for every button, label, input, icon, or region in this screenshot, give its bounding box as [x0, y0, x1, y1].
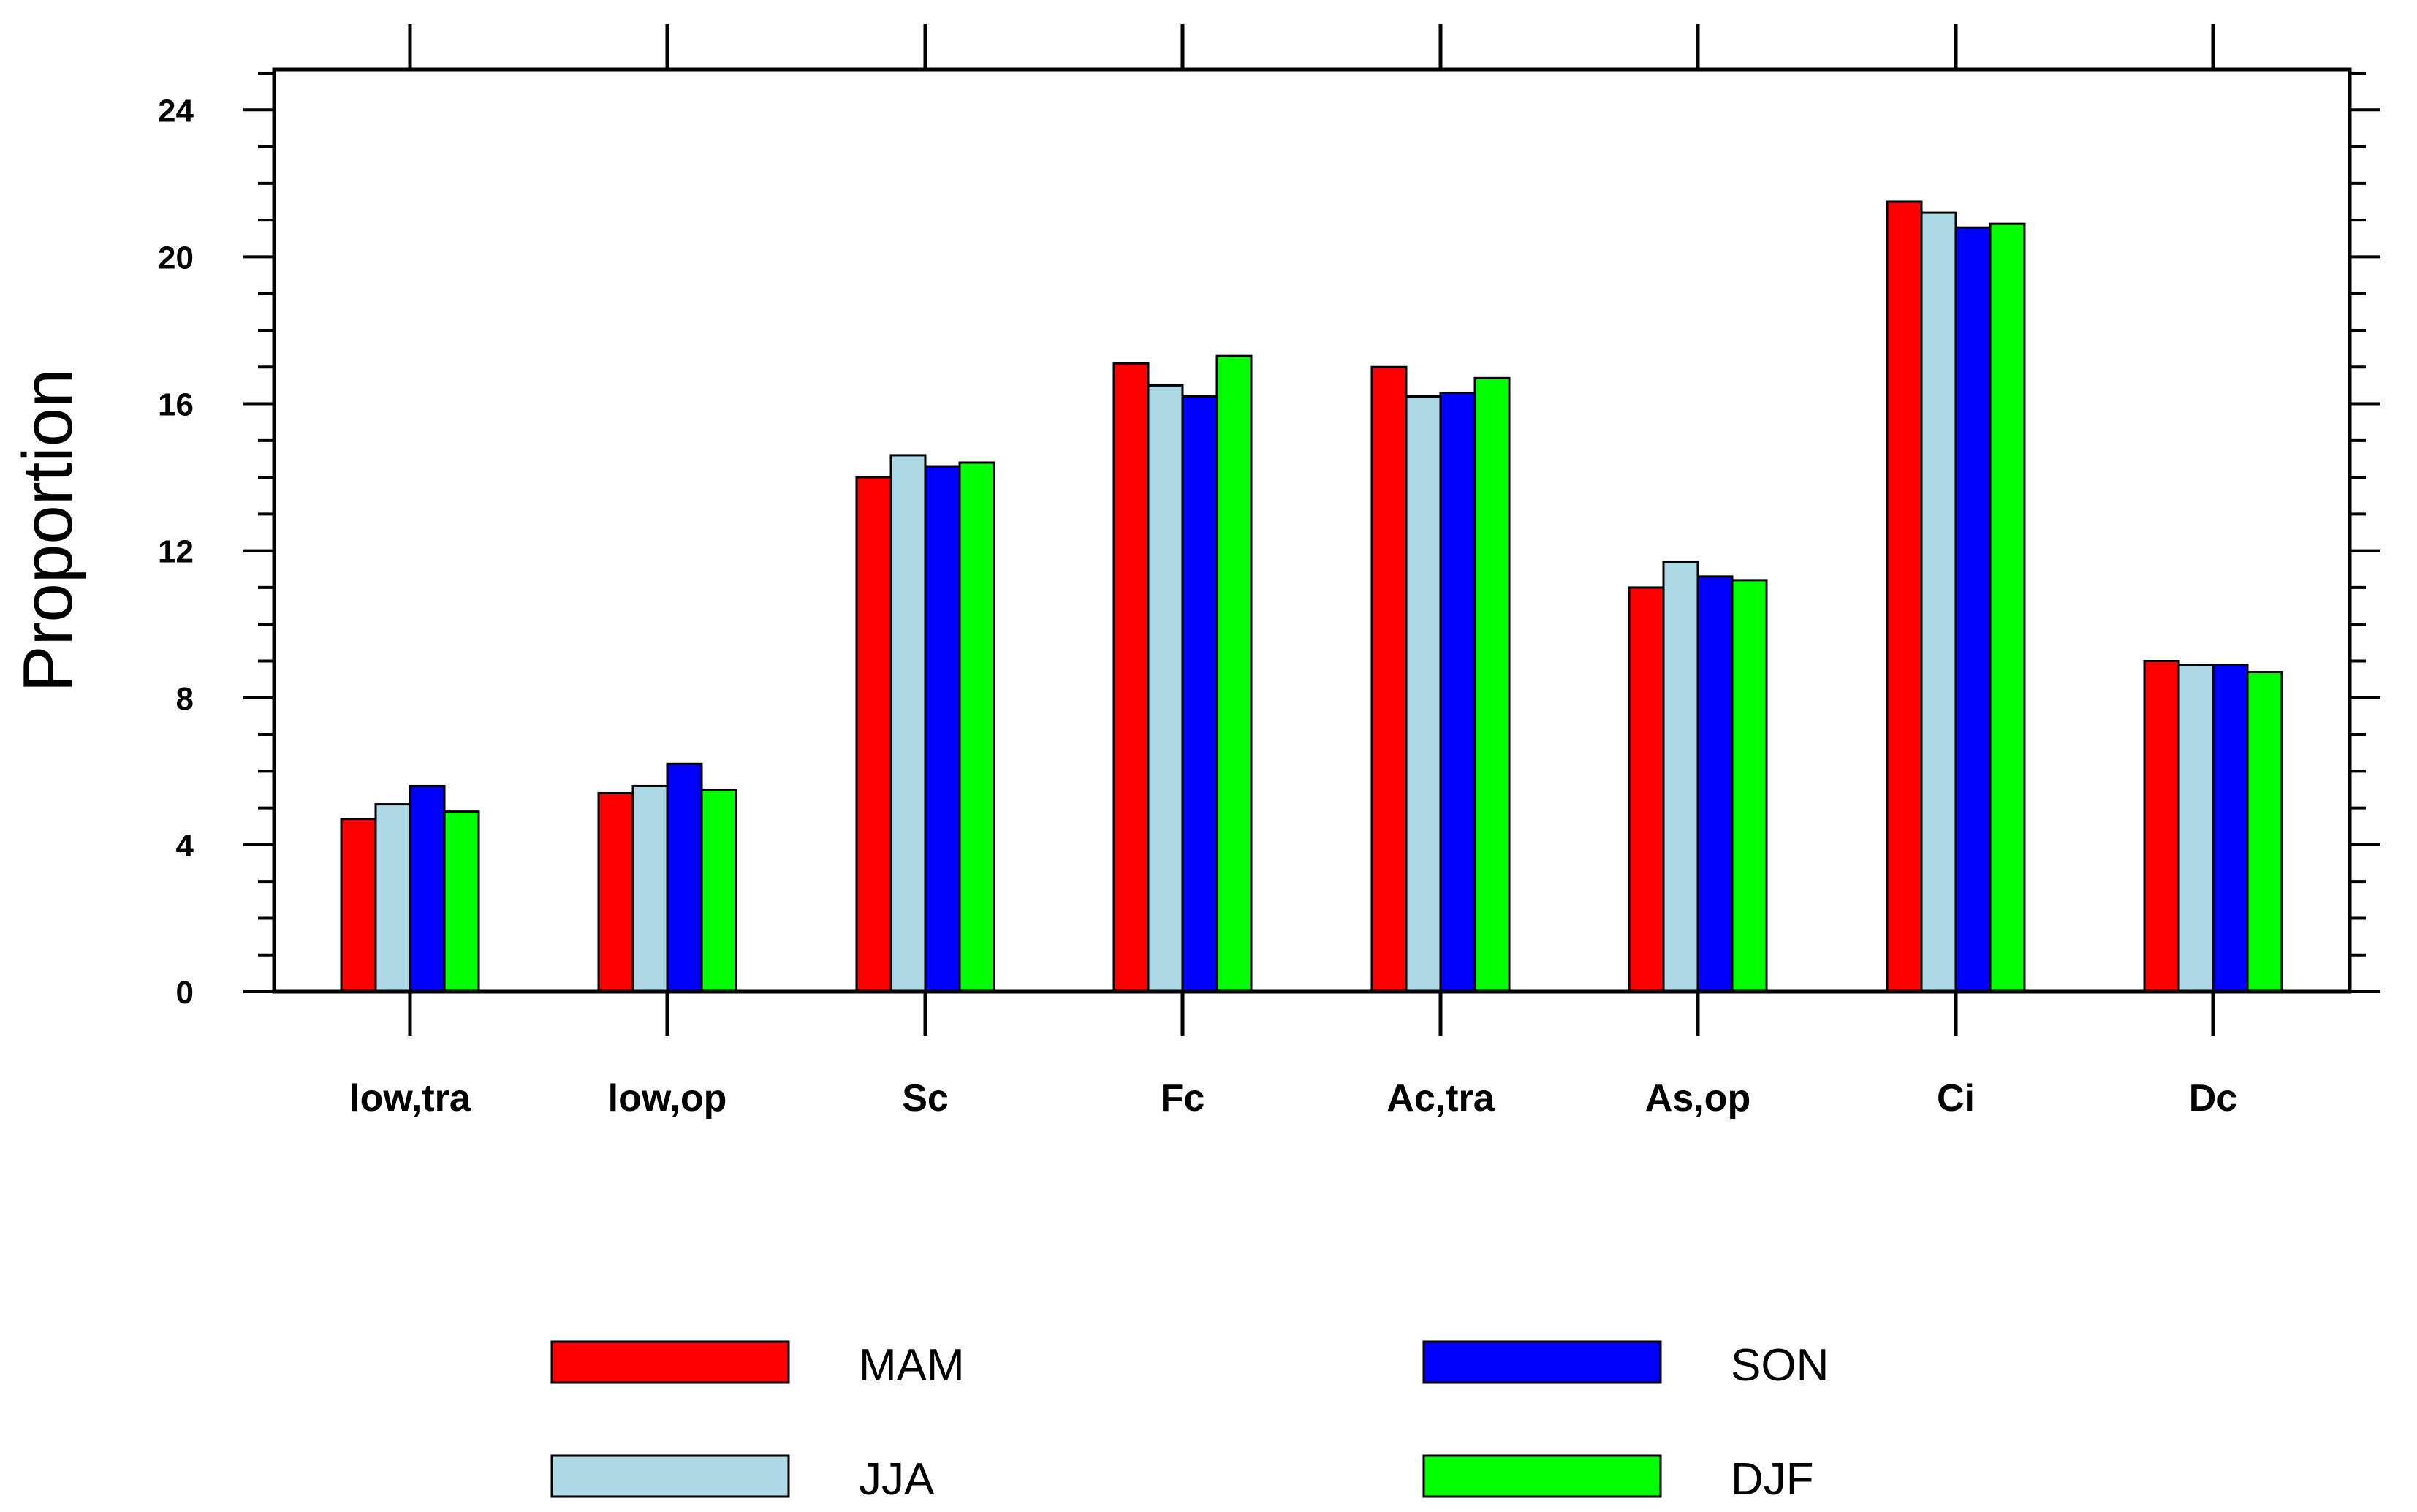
bars-layer — [340, 200, 2283, 993]
x-tick-label: Dc — [2189, 1077, 2237, 1120]
x-tick-label: Sc — [902, 1077, 949, 1120]
y-tick-label: 24 — [158, 93, 194, 129]
bar-son-0 — [409, 784, 446, 993]
bar-son-3 — [1181, 395, 1218, 993]
plot-frame — [272, 67, 2352, 994]
bar-jja-7 — [2177, 664, 2215, 993]
legend-swatch-son — [1422, 1340, 1662, 1384]
bar-djf-0 — [443, 810, 480, 993]
bar-djf-5 — [1731, 579, 1768, 993]
bar-son-4 — [1439, 391, 1476, 993]
bar-djf-2 — [958, 461, 995, 993]
bar-djf-1 — [700, 788, 737, 993]
x-tick-label: As,op — [1645, 1077, 1750, 1120]
bar-son-1 — [666, 762, 703, 993]
legend-swatch-jja — [550, 1454, 790, 1498]
legend-label-jja: JJA — [859, 1454, 935, 1505]
x-tick-label: low,op — [608, 1077, 727, 1120]
y-tick-label: 4 — [176, 828, 194, 864]
y-tick-label: 16 — [158, 387, 194, 423]
x-tick-label: Ac,tra — [1386, 1077, 1495, 1120]
bar-son-7 — [2212, 664, 2249, 993]
legend-label-son: SON — [1731, 1340, 1829, 1391]
bar-mam-5 — [1628, 586, 1665, 993]
bar-djf-3 — [1215, 354, 1253, 993]
legend-label-djf: DJF — [1731, 1454, 1814, 1505]
bar-jja-4 — [1405, 395, 1442, 993]
legend-swatch-mam — [550, 1340, 790, 1384]
bar-jja-2 — [889, 454, 927, 993]
bar-djf-7 — [2246, 671, 2283, 993]
bar-jja-0 — [374, 803, 411, 993]
y-axis-title: Proportion — [9, 369, 87, 693]
bar-djf-4 — [1473, 376, 1511, 993]
y-tick-label: 20 — [158, 240, 194, 276]
y-tick-label: 12 — [158, 534, 194, 570]
y-tick-label: 0 — [176, 975, 194, 1011]
bar-mam-2 — [855, 476, 892, 993]
x-tick-label: Fc — [1161, 1077, 1205, 1120]
bar-son-6 — [1954, 226, 1992, 993]
bar-son-2 — [924, 465, 961, 993]
bar-jja-5 — [1662, 561, 1699, 993]
x-tick-label: Ci — [1937, 1077, 1975, 1120]
bar-djf-6 — [1989, 222, 2026, 993]
axes-layer — [272, 67, 2352, 994]
bar-mam-0 — [340, 818, 377, 993]
bar-son-5 — [1696, 575, 1734, 993]
bar-jja-3 — [1147, 384, 1184, 993]
legend-label-mam: MAM — [859, 1340, 965, 1391]
bar-mam-6 — [1886, 200, 1923, 993]
bar-mam-3 — [1112, 362, 1150, 993]
bar-mam-4 — [1370, 365, 1408, 993]
bar-jja-6 — [1920, 211, 1957, 993]
bar-jja-1 — [631, 784, 669, 993]
bar-mam-7 — [2143, 659, 2180, 993]
x-tick-label: low,tra — [349, 1077, 471, 1120]
legend-swatch-djf — [1422, 1454, 1662, 1498]
bar-mam-1 — [597, 791, 634, 993]
legend: MAM JJA SON DJF — [550, 1340, 1829, 1505]
ticks-layer: 0 4 8 12 16 20 24 low,tra low,op Sc Fc Ac,tra As,op C… — [158, 24, 2380, 1120]
y-tick-label: 8 — [176, 681, 194, 717]
